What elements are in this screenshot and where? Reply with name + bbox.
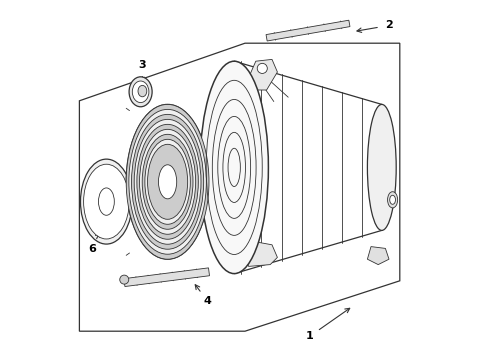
Polygon shape xyxy=(124,268,210,287)
Ellipse shape xyxy=(80,159,132,244)
Ellipse shape xyxy=(158,165,177,199)
Ellipse shape xyxy=(131,114,204,249)
Text: 3: 3 xyxy=(139,60,146,70)
Polygon shape xyxy=(243,241,277,266)
Ellipse shape xyxy=(134,120,201,244)
Text: 6: 6 xyxy=(88,244,96,255)
Polygon shape xyxy=(266,20,350,41)
Ellipse shape xyxy=(142,134,193,229)
Ellipse shape xyxy=(138,85,147,97)
Text: 2: 2 xyxy=(385,21,393,31)
Polygon shape xyxy=(243,59,277,90)
Ellipse shape xyxy=(140,129,196,234)
Polygon shape xyxy=(368,247,389,265)
Ellipse shape xyxy=(368,104,396,230)
Text: 4: 4 xyxy=(203,296,211,306)
Ellipse shape xyxy=(98,188,114,215)
Ellipse shape xyxy=(390,195,395,204)
Ellipse shape xyxy=(126,104,209,259)
Ellipse shape xyxy=(388,192,398,208)
Ellipse shape xyxy=(137,124,198,239)
Ellipse shape xyxy=(147,144,188,219)
Ellipse shape xyxy=(257,63,268,73)
Ellipse shape xyxy=(145,139,190,224)
Text: 5: 5 xyxy=(130,143,138,153)
Ellipse shape xyxy=(132,81,149,103)
Ellipse shape xyxy=(120,275,129,284)
Ellipse shape xyxy=(126,104,209,259)
Ellipse shape xyxy=(200,61,269,274)
Ellipse shape xyxy=(84,164,129,239)
Text: 1: 1 xyxy=(306,331,314,341)
Ellipse shape xyxy=(129,77,152,107)
Ellipse shape xyxy=(129,109,206,254)
